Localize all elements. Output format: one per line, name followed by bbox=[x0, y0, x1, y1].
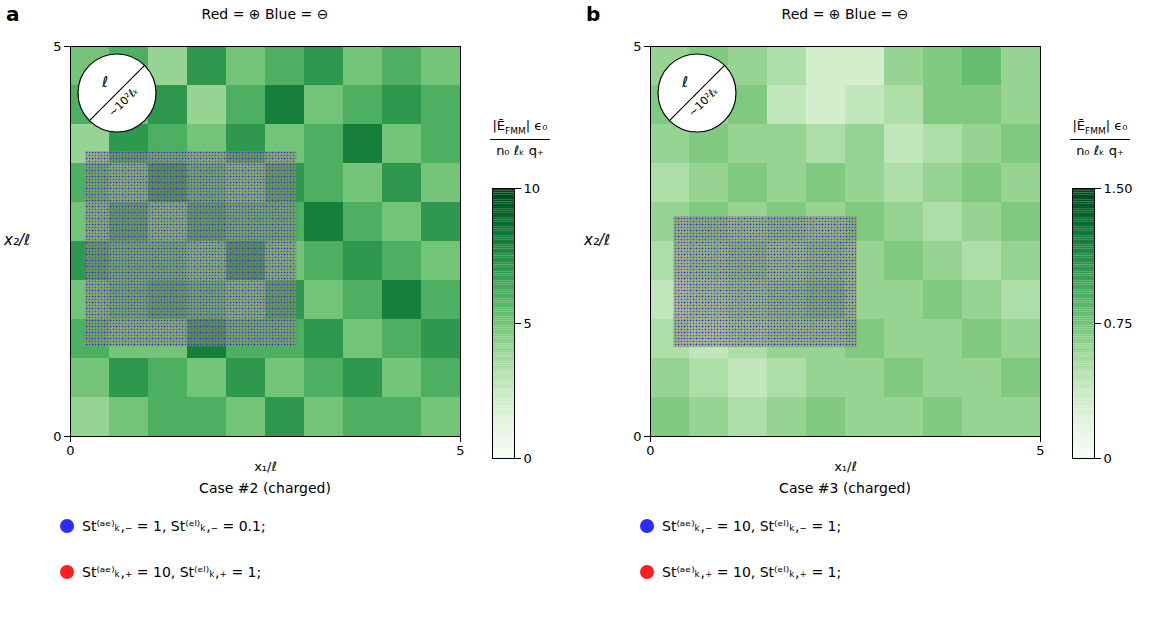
html-text:Red = ⊕ Blue = ⊖: Red = ⊕ Blue = ⊖ bbox=[781, 6, 909, 22]
svg-text:5: 5 bbox=[1036, 443, 1044, 458]
svg-text:x₁/ℓ: x₁/ℓ bbox=[834, 459, 857, 474]
html-text:|ĒFMM| ϵ₀: |ĒFMM| ϵ₀ bbox=[1072, 118, 1128, 136]
html-text:St⁽ᵃᵉ⁾ₖ,₊ = 10, St⁽ᵉˡ⁾ₖ,₊ = 1;: St⁽ᵃᵉ⁾ₖ,₊ = 10, St⁽ᵉˡ⁾ₖ,₊ = 1; bbox=[662, 564, 842, 580]
svg-text:0: 0 bbox=[1104, 451, 1112, 466]
svg-text:5: 5 bbox=[53, 39, 61, 54]
svg-text:0: 0 bbox=[53, 429, 61, 444]
html-text:x₂/ℓ: x₂/ℓ bbox=[584, 231, 611, 249]
svg-text:5: 5 bbox=[633, 39, 641, 54]
html-text:St⁽ᵃᵉ⁾ₖ,₊ = 10, St⁽ᵉˡ⁾ₖ,₊ = 1;: St⁽ᵃᵉ⁾ₖ,₊ = 10, St⁽ᵉˡ⁾ₖ,₊ = 1; bbox=[82, 564, 262, 580]
html-text:n₀ ℓₖ q₊: n₀ ℓₖ q₊ bbox=[496, 142, 544, 158]
svg-text:0: 0 bbox=[646, 443, 654, 458]
svg-text:0: 0 bbox=[524, 451, 532, 466]
html-text:St⁽ᵃᵉ⁾ₖ,₋ = 10, St⁽ᵉˡ⁾ₖ,₋ = 1;: St⁽ᵃᵉ⁾ₖ,₋ = 10, St⁽ᵉˡ⁾ₖ,₋ = 1; bbox=[662, 518, 842, 534]
html-text:St⁽ᵃᵉ⁾ₖ,₋ = 1, St⁽ᵉˡ⁾ₖ,₋ = 0.1: St⁽ᵃᵉ⁾ₖ,₋ = 1, St⁽ᵉˡ⁾ₖ,₋ = 0.1; bbox=[82, 518, 266, 534]
html-text:x₂/ℓ: x₂/ℓ bbox=[4, 231, 31, 249]
svg-text:10: 10 bbox=[524, 181, 541, 196]
svg-text:0.75: 0.75 bbox=[1104, 316, 1133, 331]
html-text:Red = ⊕ Blue = ⊖: Red = ⊕ Blue = ⊖ bbox=[201, 6, 329, 22]
html-text:a: a bbox=[6, 2, 20, 26]
html-text:Case #2 (charged): Case #2 (charged) bbox=[199, 480, 331, 496]
html-text:|ĒFMM| ϵ₀: |ĒFMM| ϵ₀ bbox=[492, 118, 548, 136]
html-text:b: b bbox=[586, 2, 601, 26]
html-text:Case #3 (charged): Case #3 (charged) bbox=[779, 480, 911, 496]
svg-text:~10²ℓₖ: ~10²ℓₖ bbox=[686, 84, 721, 119]
svg-text:0: 0 bbox=[66, 443, 74, 458]
svg-text:0: 0 bbox=[633, 429, 641, 444]
svg-text:5: 5 bbox=[456, 443, 464, 458]
svg-text:1.50: 1.50 bbox=[1104, 181, 1133, 196]
svg-text:~10²ℓₖ: ~10²ℓₖ bbox=[106, 84, 141, 119]
svg-text:x₁/ℓ: x₁/ℓ bbox=[254, 459, 277, 474]
svg-text:5: 5 bbox=[524, 316, 532, 331]
svg-text:ℓ: ℓ bbox=[101, 73, 108, 91]
html-text:n₀ ℓₖ q₊: n₀ ℓₖ q₊ bbox=[1076, 142, 1124, 158]
svg-text:ℓ: ℓ bbox=[681, 73, 688, 91]
